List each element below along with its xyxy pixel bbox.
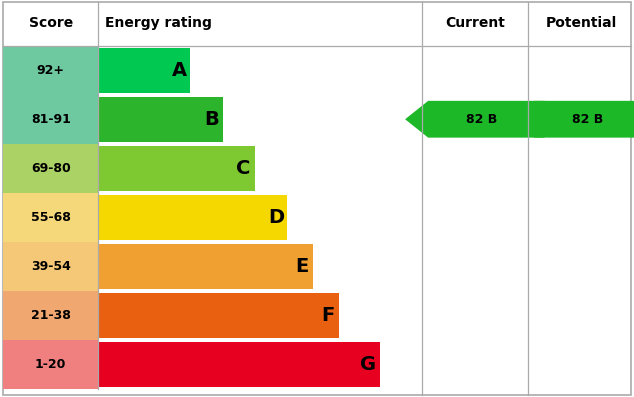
- Polygon shape: [405, 101, 545, 138]
- Bar: [3, 340, 98, 389]
- Bar: [98, 293, 339, 338]
- Text: B: B: [204, 110, 219, 129]
- Text: Potential: Potential: [545, 16, 617, 30]
- Polygon shape: [511, 101, 634, 138]
- Text: G: G: [360, 355, 376, 374]
- Text: A: A: [171, 61, 186, 80]
- Text: Score: Score: [29, 16, 73, 30]
- Bar: [98, 342, 380, 387]
- Text: C: C: [236, 159, 251, 178]
- Bar: [3, 144, 98, 193]
- Text: 82 B: 82 B: [466, 113, 498, 126]
- Bar: [3, 291, 98, 340]
- Text: 82 B: 82 B: [573, 113, 604, 126]
- Bar: [3, 193, 98, 242]
- Bar: [98, 48, 190, 93]
- Bar: [98, 97, 223, 142]
- Bar: [3, 242, 98, 291]
- Text: 55-68: 55-68: [31, 211, 70, 224]
- Text: 1-20: 1-20: [35, 358, 67, 371]
- Text: 81-91: 81-91: [31, 113, 70, 126]
- Text: 21-38: 21-38: [31, 309, 70, 322]
- Bar: [3, 95, 98, 144]
- Text: Energy rating: Energy rating: [105, 16, 212, 30]
- Bar: [98, 146, 255, 191]
- Bar: [98, 195, 287, 240]
- Text: Current: Current: [445, 16, 505, 30]
- Text: 69-80: 69-80: [31, 162, 70, 175]
- Text: D: D: [268, 208, 284, 227]
- Text: E: E: [295, 257, 309, 276]
- Text: F: F: [321, 306, 334, 325]
- Text: 92+: 92+: [37, 64, 65, 77]
- Bar: [98, 244, 313, 289]
- Text: 39-54: 39-54: [31, 260, 70, 273]
- Bar: [3, 46, 98, 95]
